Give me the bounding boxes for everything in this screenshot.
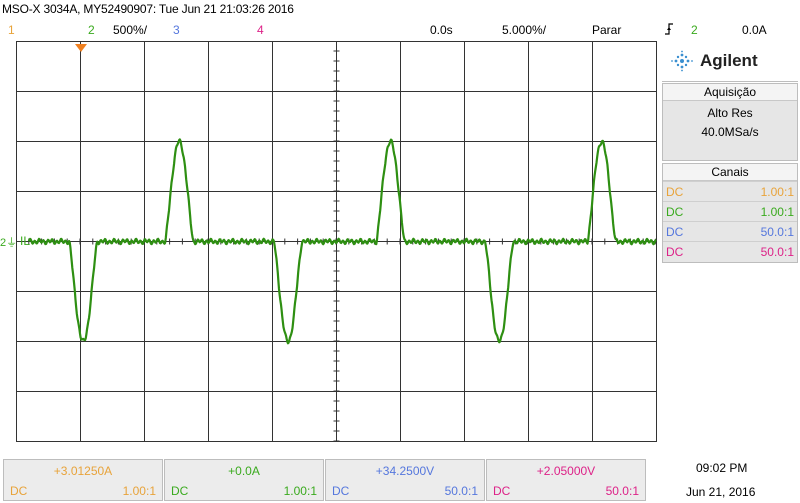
ch4-readout-coupling: DC [493,484,511,498]
run-state[interactable]: Parar [592,23,622,37]
clock-date: Jun 21, 2016 [686,485,756,499]
acquisition-title: Aquisição [663,84,797,101]
ch1-readout-coupling: DC [10,484,28,498]
ch4-readout[interactable]: +2.05000V DC 50.0:1 [486,459,646,501]
ch2-readout-probe: 1.00:1 [283,484,317,498]
ch2-scale[interactable]: 500%/ [113,23,148,37]
trigger-level[interactable]: 0.0A [742,23,767,37]
clock-time: 09:02 PM [696,461,748,475]
ch3-readout-coupling: DC [332,484,350,498]
channel-row-1[interactable]: DC 1.00:1 [663,181,797,202]
ch2-number[interactable]: 2 [88,23,95,37]
ch1-offset: +3.01250A [53,464,113,478]
ch1-probe: 1.00:1 [760,185,794,199]
ground-marker: 2⏚ [0,234,17,250]
ch2-readout[interactable]: +0.0A DC 1.00:1 [164,459,324,501]
ch2-offset: +0.0A [228,464,260,478]
acquisition-mode: Alto Res [707,106,753,120]
ch1-readout-probe: 1.00:1 [122,484,156,498]
trigger-edge-icon [664,22,674,39]
channels-panel[interactable]: Canais DC 1.00:1 DC 1.00:1 DC 50.0:1 DC … [662,163,798,263]
ch3-coupling: DC [666,225,684,239]
sample-rate: 40.0MSa/s [701,125,759,139]
brand-header: Agilent [662,41,798,82]
ch2-readout-coupling: DC [171,484,189,498]
ch4-offset: +2.05000V [536,464,596,478]
brand-name: Agilent [700,51,758,70]
ch1-number[interactable]: 1 [8,23,15,37]
channel-row-3[interactable]: DC 50.0:1 [663,221,797,242]
ch3-readout[interactable]: +34.2500V DC 50.0:1 [325,459,485,501]
time-delay[interactable]: 0.0s [430,23,453,37]
ch3-probe: 50.0:1 [760,225,794,239]
trigger-position-icon[interactable] [75,40,87,58]
agilent-spark-icon [670,50,694,77]
graticule [16,41,657,442]
ch3-readout-probe: 50.0:1 [444,484,478,498]
time-scale[interactable]: 5.000%/ [502,23,547,37]
ch2-coupling: DC [666,205,684,219]
channels-title: Canais [663,164,797,181]
waveform-display[interactable] [16,41,657,442]
ch4-number[interactable]: 4 [257,23,264,37]
acquisition-panel[interactable]: Aquisição Alto Res 40.0MSa/s [662,83,798,161]
trigger-source[interactable]: 2 [691,23,698,37]
ch3-offset: +34.2500V [375,464,435,478]
ch4-readout-probe: 50.0:1 [605,484,639,498]
ch2-waveform-trace [27,138,657,345]
ch4-coupling: DC [666,245,684,259]
trace-label: IL [20,234,31,248]
ch1-coupling: DC [666,185,684,199]
channel-row-2[interactable]: DC 1.00:1 [663,201,797,222]
ch4-probe: 50.0:1 [760,245,794,259]
ch3-number[interactable]: 3 [173,23,180,37]
window-title: MSO-X 3034A, MY52490907: Tue Jun 21 21:0… [2,2,294,16]
ch1-readout[interactable]: +3.01250A DC 1.00:1 [3,459,163,501]
ch2-probe: 1.00:1 [760,205,794,219]
channel-row-4[interactable]: DC 50.0:1 [663,241,797,262]
ground-marker-label: 2 [0,237,7,249]
ground-icon: ⏚ [6,237,18,249]
